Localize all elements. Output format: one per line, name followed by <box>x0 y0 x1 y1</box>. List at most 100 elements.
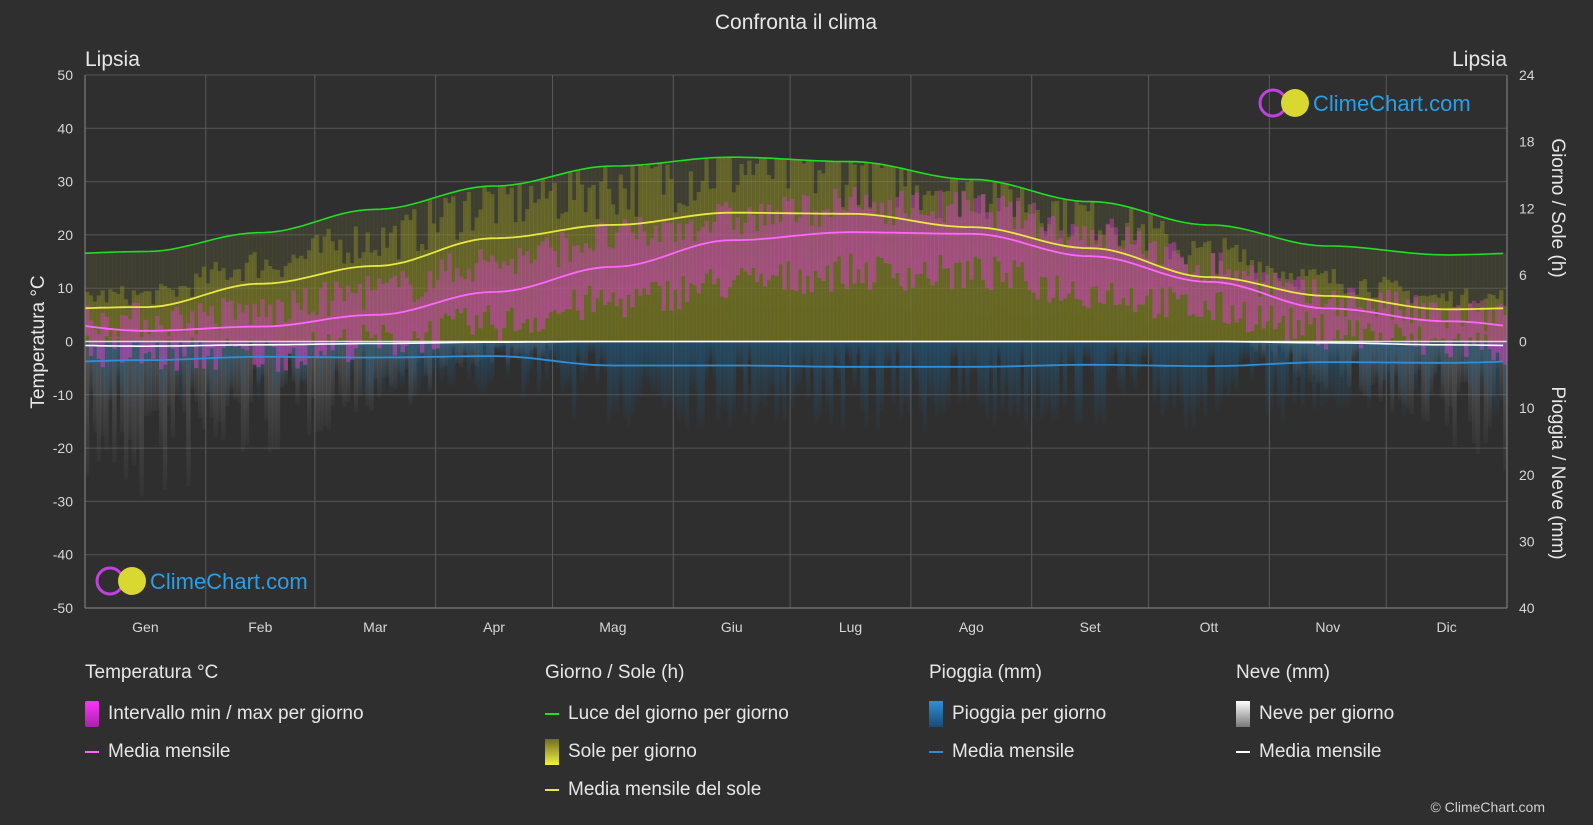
legend-sun-mean-label: Media mensile del sole <box>568 779 762 800</box>
temp-range-bar <box>727 207 733 288</box>
daylight-bar <box>1323 245 1329 271</box>
rain-bar <box>369 341 374 401</box>
temp-range-bar <box>579 252 585 321</box>
temp-range-bar <box>949 204 955 289</box>
sunshine-bar <box>287 262 292 342</box>
daylight-bar <box>377 209 382 256</box>
temp-range-bar <box>1397 309 1403 328</box>
daylight-bar <box>1094 201 1099 241</box>
sunshine-bar <box>922 194 927 342</box>
daylight-bar <box>478 187 483 210</box>
temp-range-bar <box>330 300 335 351</box>
daylight-bar <box>486 186 491 192</box>
temp-range-bar <box>610 248 616 293</box>
temp-range-bar <box>307 314 312 345</box>
rain-bar <box>575 341 581 358</box>
rain-bar <box>1319 341 1325 407</box>
temp-range-bar <box>283 321 288 371</box>
daylight-bar <box>291 228 296 255</box>
snow-bar <box>307 341 312 436</box>
temp-range-bar <box>778 222 783 265</box>
temp-range-bar <box>486 261 491 306</box>
sunshine-bar <box>1483 298 1488 342</box>
legend-temp-range: Intervallo min / max per giorno <box>85 701 364 727</box>
temp-range-bar <box>852 187 857 284</box>
rain-bar <box>1020 341 1025 363</box>
temp-range-bar <box>1012 228 1017 261</box>
temp-range-bar <box>326 316 331 335</box>
daylight-bar <box>462 189 468 202</box>
temp-range-bar <box>1390 319 1395 338</box>
y-left-tick-label: 50 <box>57 67 73 83</box>
rain-bar <box>330 341 335 378</box>
rain-bar <box>1207 341 1212 368</box>
sunshine-bar <box>155 290 160 342</box>
daylight-bar <box>155 251 160 291</box>
rain-bar <box>139 341 144 406</box>
daylight-bar <box>88 253 94 296</box>
temp-range-bar <box>599 222 604 290</box>
legend-temp-range-label: Intervallo min / max per giorno <box>108 703 364 724</box>
rain-bar <box>490 341 495 383</box>
y-left-tick-label: 20 <box>57 227 73 243</box>
sunshine-bar <box>264 259 269 342</box>
sunshine-bar <box>973 212 978 342</box>
sunshine-bar <box>139 292 144 342</box>
daylight-bar <box>423 200 429 250</box>
rain-bar <box>318 341 324 382</box>
daylight-bar <box>618 166 624 175</box>
temp-range-bar <box>984 212 990 289</box>
daylight-bar <box>903 168 908 187</box>
daylight-bar <box>879 164 885 168</box>
daylight-bar <box>996 181 1001 212</box>
legend-rain-mean: Media mensile <box>929 739 1106 765</box>
snow-bar <box>240 341 246 453</box>
rain-bar <box>1378 341 1383 388</box>
legend-temperature: Temperatura °C Intervallo min / max per … <box>85 662 364 777</box>
daylight-bar <box>1409 252 1414 304</box>
daylight-bar <box>396 207 401 260</box>
temp-range-bar <box>1140 254 1146 305</box>
rain-bar <box>794 341 799 389</box>
y-left-tick-label: 0 <box>65 334 73 350</box>
sunshine-bar <box>1362 279 1368 342</box>
daylight-bar <box>1160 216 1165 221</box>
rain-bar <box>852 341 857 387</box>
rain-bar <box>377 341 382 363</box>
temp-range-bar <box>513 273 518 332</box>
daylight-bar <box>1312 245 1317 270</box>
temp-range-bar <box>1082 226 1087 306</box>
rain-bar <box>1429 341 1434 379</box>
temp-range-bar <box>381 283 386 325</box>
temp-range-bar <box>435 279 440 349</box>
sunshine-bar <box>108 289 113 342</box>
rain-bar <box>1023 341 1029 426</box>
sunshine-bar <box>209 269 214 342</box>
rain-mean-line <box>84 355 1504 368</box>
daylight-bar <box>349 212 355 264</box>
rain-bar <box>735 341 740 370</box>
sunshine-bar <box>416 250 421 342</box>
rain-bar <box>272 341 277 393</box>
rain-bar <box>1101 341 1107 425</box>
temp-range-bar <box>813 211 818 272</box>
temp-range-bar <box>174 306 179 371</box>
daylight-bar <box>786 159 791 189</box>
sunshine-bar <box>182 286 187 342</box>
rain-bar <box>497 341 503 353</box>
sunshine-bar <box>408 219 413 342</box>
snow-bar <box>357 341 363 397</box>
daylight-bar <box>287 229 292 263</box>
sunshine-bar <box>1401 291 1407 342</box>
rain-bar <box>1136 341 1142 371</box>
temp-range-bar <box>1195 265 1200 317</box>
daylight-bar <box>708 157 713 189</box>
rain-bar <box>988 341 994 374</box>
daylight-bar <box>1335 246 1340 284</box>
sunshine-bar <box>431 223 437 342</box>
daylight-bar <box>346 212 351 253</box>
temp-range-bar <box>275 299 281 372</box>
sunshine-bar <box>326 228 331 342</box>
y-right-bottom-tick-label: 10 <box>1519 400 1535 416</box>
daylight-bar <box>1101 202 1107 236</box>
